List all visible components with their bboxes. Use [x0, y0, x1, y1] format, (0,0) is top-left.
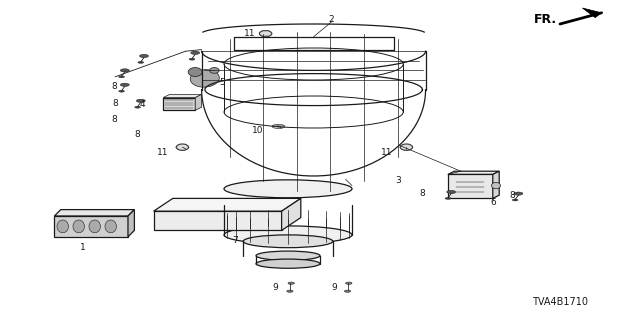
Ellipse shape	[89, 220, 100, 233]
Ellipse shape	[445, 197, 451, 199]
Polygon shape	[163, 98, 195, 110]
Text: 8: 8	[111, 82, 116, 91]
Ellipse shape	[224, 180, 352, 198]
Ellipse shape	[136, 99, 145, 102]
Text: 5: 5	[220, 78, 225, 87]
Ellipse shape	[256, 251, 320, 260]
Polygon shape	[195, 94, 202, 110]
Ellipse shape	[73, 220, 84, 233]
Text: 6: 6	[490, 198, 495, 207]
Circle shape	[400, 144, 413, 150]
Polygon shape	[493, 171, 499, 198]
Ellipse shape	[447, 190, 456, 194]
Text: 10: 10	[252, 126, 264, 135]
Text: TVA4B1710: TVA4B1710	[532, 297, 588, 308]
Ellipse shape	[119, 90, 124, 92]
Ellipse shape	[120, 69, 129, 72]
Text: 11: 11	[381, 148, 393, 157]
Text: 11: 11	[157, 148, 169, 157]
Ellipse shape	[288, 282, 294, 284]
Text: 1: 1	[81, 243, 86, 252]
Ellipse shape	[191, 51, 200, 54]
Ellipse shape	[57, 220, 68, 233]
Ellipse shape	[119, 76, 124, 78]
Text: 8: 8	[420, 189, 425, 198]
Text: 3: 3	[396, 176, 401, 185]
Circle shape	[259, 30, 272, 37]
Ellipse shape	[120, 83, 129, 86]
Text: 2: 2	[328, 15, 333, 24]
Ellipse shape	[224, 226, 352, 244]
Ellipse shape	[210, 68, 220, 73]
Text: 9: 9	[332, 284, 337, 292]
Ellipse shape	[344, 290, 351, 292]
Polygon shape	[282, 198, 301, 230]
Ellipse shape	[105, 220, 116, 233]
Text: 8: 8	[113, 100, 118, 108]
Ellipse shape	[188, 68, 202, 76]
Ellipse shape	[189, 58, 195, 60]
Polygon shape	[154, 198, 301, 211]
Text: 7: 7	[232, 236, 237, 245]
Ellipse shape	[492, 182, 500, 189]
Text: 8: 8	[111, 116, 116, 124]
Text: 8: 8	[135, 130, 140, 139]
Polygon shape	[154, 211, 282, 230]
Polygon shape	[128, 210, 134, 237]
Circle shape	[176, 144, 189, 150]
Text: 8: 8	[509, 191, 515, 200]
Ellipse shape	[138, 61, 144, 63]
Text: FR.: FR.	[534, 13, 557, 26]
Polygon shape	[448, 174, 493, 198]
Polygon shape	[54, 216, 128, 237]
Polygon shape	[54, 210, 134, 216]
Ellipse shape	[272, 124, 285, 129]
Ellipse shape	[140, 54, 148, 58]
Text: 9: 9	[273, 284, 278, 292]
Ellipse shape	[256, 259, 320, 268]
Ellipse shape	[135, 106, 141, 108]
Polygon shape	[582, 8, 602, 18]
Ellipse shape	[346, 282, 352, 284]
Text: 4: 4	[140, 100, 145, 109]
Ellipse shape	[513, 199, 518, 201]
Ellipse shape	[287, 290, 293, 292]
Polygon shape	[448, 171, 499, 174]
Polygon shape	[163, 94, 202, 98]
Ellipse shape	[243, 235, 333, 248]
Ellipse shape	[514, 192, 523, 195]
Ellipse shape	[190, 70, 220, 87]
Text: 11: 11	[244, 29, 255, 38]
